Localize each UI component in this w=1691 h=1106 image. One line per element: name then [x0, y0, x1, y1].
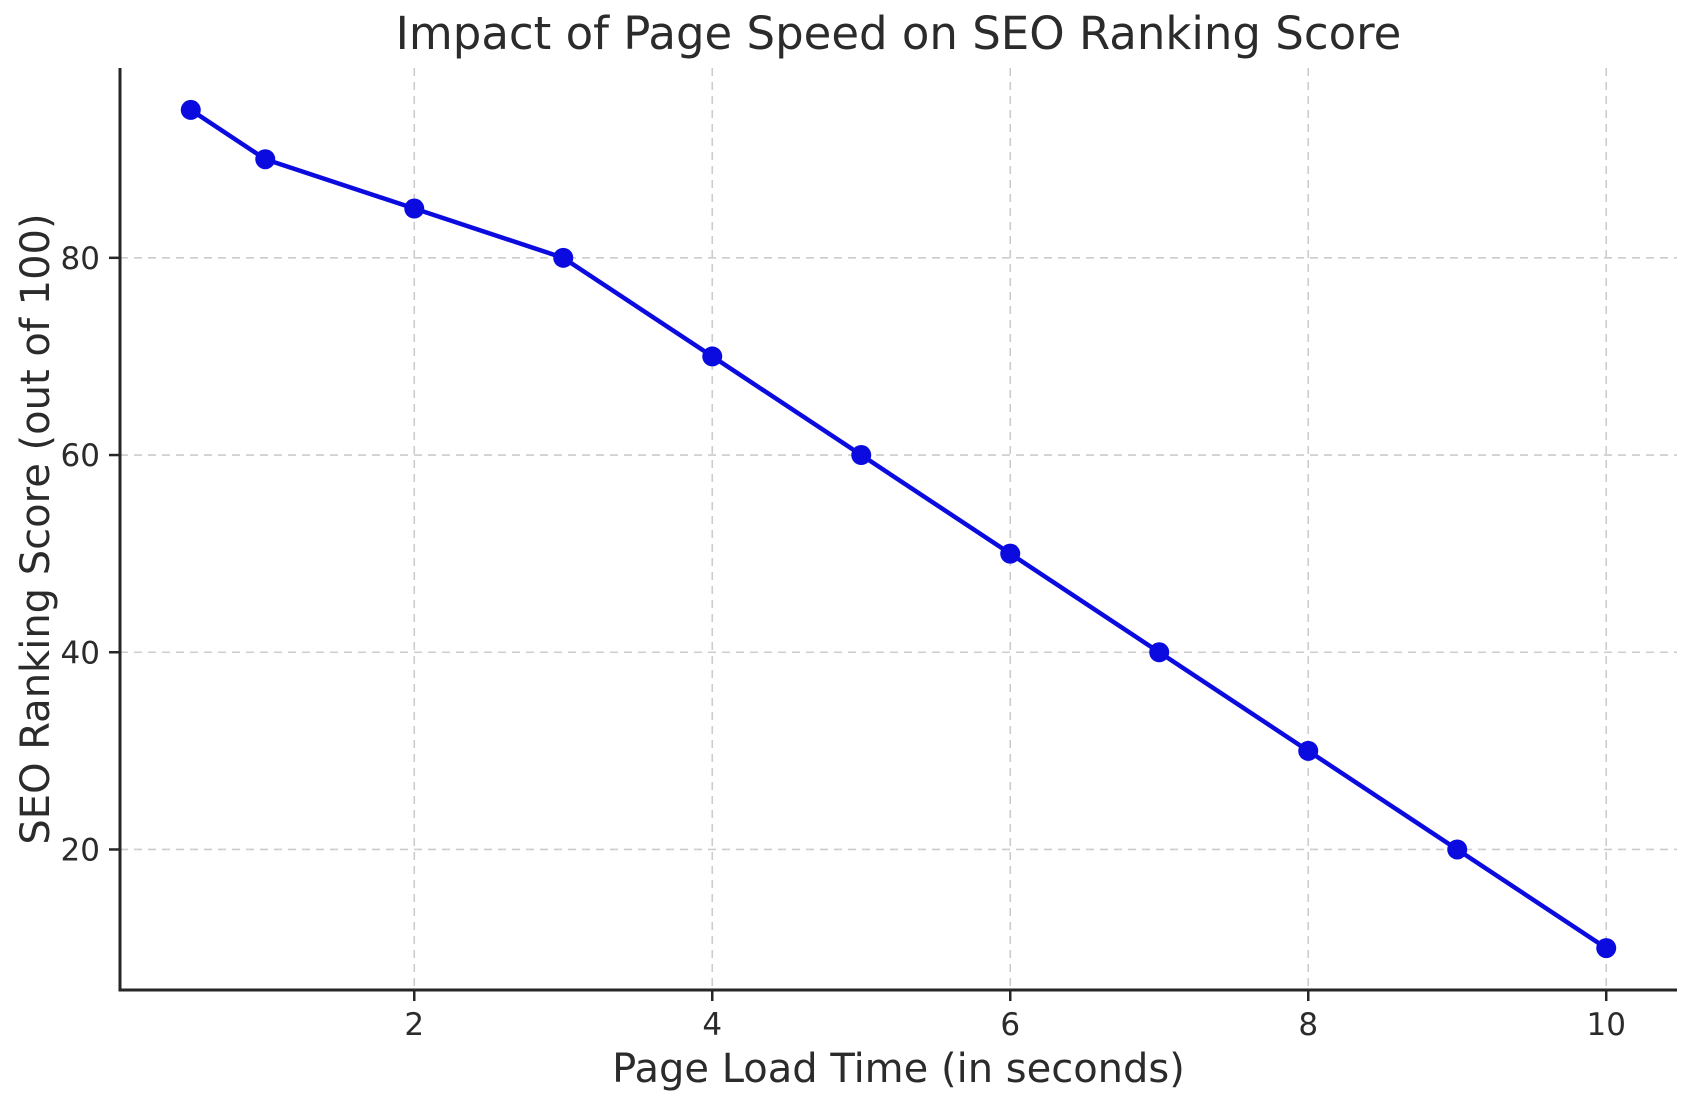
y-tick-label: 80 — [61, 241, 100, 277]
data-point — [255, 149, 276, 170]
data-point — [1000, 543, 1021, 564]
y-tick-label: 20 — [61, 832, 100, 868]
x-tick-label: 8 — [1298, 1007, 1318, 1043]
y-tick-label: 60 — [61, 438, 100, 474]
data-point — [1447, 839, 1468, 860]
data-line — [188, 107, 1609, 951]
data-point — [1596, 938, 1617, 959]
data-point — [1298, 740, 1319, 761]
data-point — [404, 198, 425, 219]
data-point — [180, 99, 201, 120]
y-axis-label: SEO Ranking Score (out of 100) — [13, 213, 59, 845]
x-tick-label: 2 — [404, 1007, 424, 1043]
y-tick-label: 40 — [61, 635, 100, 671]
x-tick-label: 10 — [1587, 1007, 1626, 1043]
data-point — [851, 445, 872, 466]
x-tick-label: 4 — [702, 1007, 722, 1043]
data-point — [1149, 642, 1170, 663]
x-axis-label: Page Load Time (in seconds) — [612, 1046, 1185, 1092]
x-tick-label: 6 — [1000, 1007, 1020, 1043]
data-point — [702, 346, 723, 367]
data-point — [553, 247, 574, 268]
chart-title: Impact of Page Speed on SEO Ranking Scor… — [395, 7, 1402, 60]
